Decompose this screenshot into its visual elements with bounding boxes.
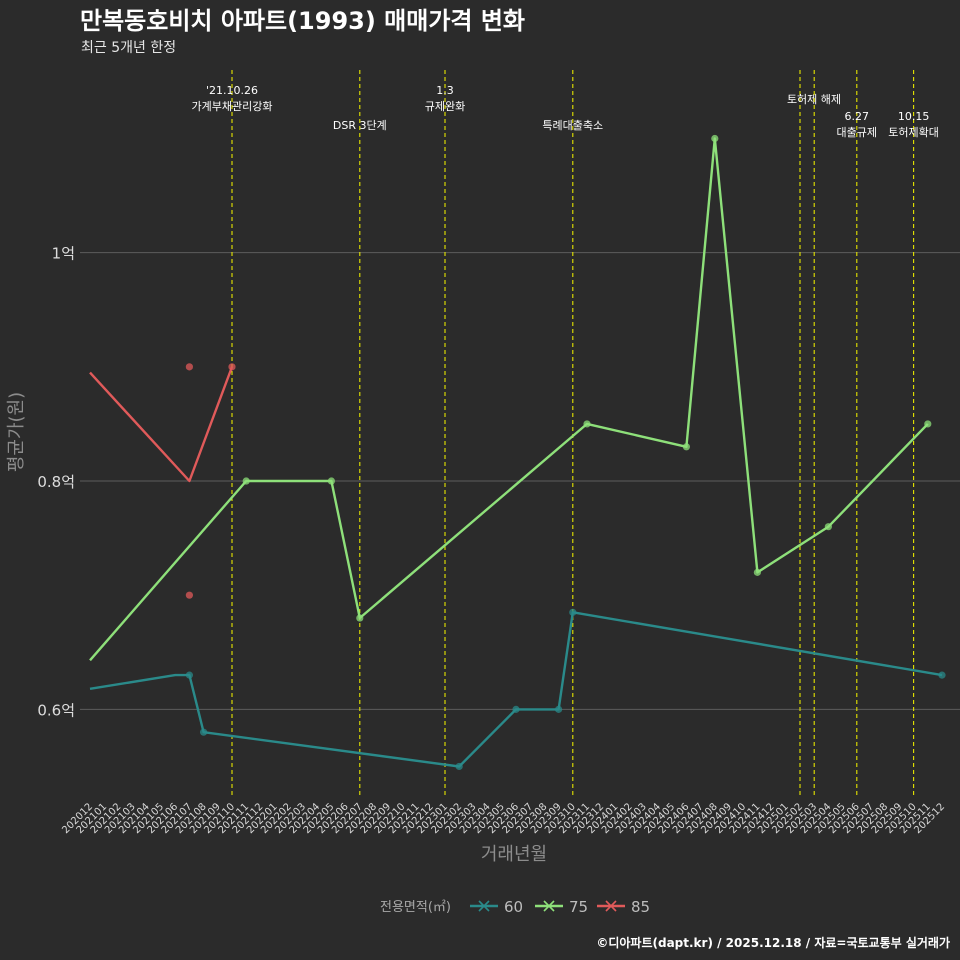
- data-point-75: [356, 614, 364, 622]
- legend-label-60: 60: [504, 898, 523, 916]
- event-label: 토허제확대: [888, 126, 939, 139]
- data-point-60: [512, 705, 520, 713]
- data-point-60: [200, 728, 208, 736]
- data-point-60: [185, 671, 193, 679]
- y-axis-label: 평균가(원): [6, 392, 27, 472]
- data-point-75: [242, 477, 250, 485]
- y-tick-labels: 0.6억 0.8억 1억: [37, 245, 75, 720]
- data-point-75: [711, 134, 719, 143]
- series-line-75: [89, 137, 929, 662]
- event-label: '21.10.26: [206, 84, 258, 97]
- y-tick-label: 0.8억: [37, 473, 75, 491]
- data-point-60: [555, 705, 563, 713]
- data-point-75: [924, 420, 932, 428]
- event-label: 10.15: [898, 110, 930, 123]
- x-axis-label: 거래년월: [481, 844, 547, 865]
- legend-key-cross-60: [478, 900, 490, 912]
- chart-subtitle: 최근 5개년 한정: [81, 40, 176, 56]
- legend-label-75: 75: [569, 898, 588, 916]
- event-label: 특례대출축소: [542, 119, 603, 132]
- data-point-60: [569, 608, 577, 616]
- x-tick-labels: 2020122021012021022021032021042021052021…: [60, 801, 947, 836]
- legend-key-cross-75: [543, 900, 555, 912]
- event-markers: '21.10.26 가계부채관리강화 DSR 3단계 1.3 규제완화특례대출축소토허제…: [192, 70, 939, 795]
- y-tick-label: 0.6억: [37, 701, 75, 719]
- y-tick-label: 1억: [52, 245, 75, 263]
- legend-key-cross-85: [605, 900, 617, 912]
- data-point-75: [327, 477, 335, 485]
- series-points: [185, 134, 946, 771]
- data-point-75: [583, 420, 591, 428]
- data-point-85: [228, 363, 236, 371]
- event-label: 대출규제: [837, 126, 877, 139]
- series-line-85: [89, 366, 234, 483]
- event-label: DSR 3단계: [333, 119, 387, 132]
- data-point-85: [185, 363, 193, 371]
- data-point-75: [753, 568, 762, 576]
- legend-title: 전용면적(㎡): [380, 900, 451, 915]
- source-caption: ©디아파트(dapt.kr) / 2025.12.18 / 자료=국토교통부 실…: [596, 935, 950, 950]
- chart-title: 만복동호비치 아파트(1993) 매매가격 변화: [80, 7, 525, 35]
- legend: 전용면적(㎡) 60 75 85: [380, 898, 650, 916]
- data-point-75: [682, 443, 691, 451]
- event-label: 6.27: [845, 110, 870, 123]
- data-point-85: [185, 591, 193, 599]
- event-label: 1.3: [436, 84, 454, 97]
- event-label: 규제완화: [425, 100, 465, 113]
- legend-label-85: 85: [631, 898, 650, 916]
- data-point-60: [938, 671, 946, 679]
- event-label: 가계부채관리강화: [192, 100, 273, 113]
- data-point-60: [455, 762, 463, 771]
- data-point-75: [824, 523, 833, 531]
